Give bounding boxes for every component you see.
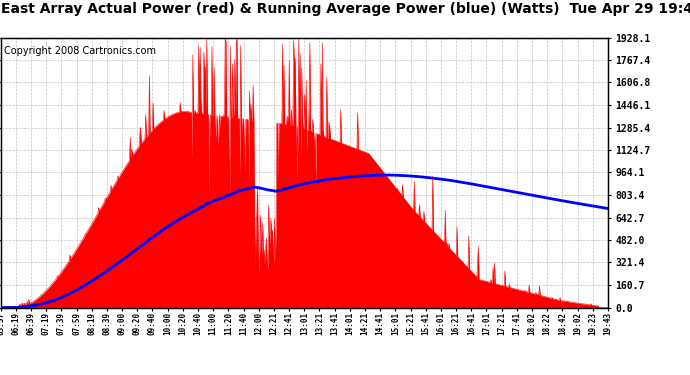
Text: East Array Actual Power (red) & Running Average Power (blue) (Watts)  Tue Apr 29: East Array Actual Power (red) & Running … (1, 2, 690, 16)
Text: Copyright 2008 Cartronics.com: Copyright 2008 Cartronics.com (3, 46, 156, 56)
